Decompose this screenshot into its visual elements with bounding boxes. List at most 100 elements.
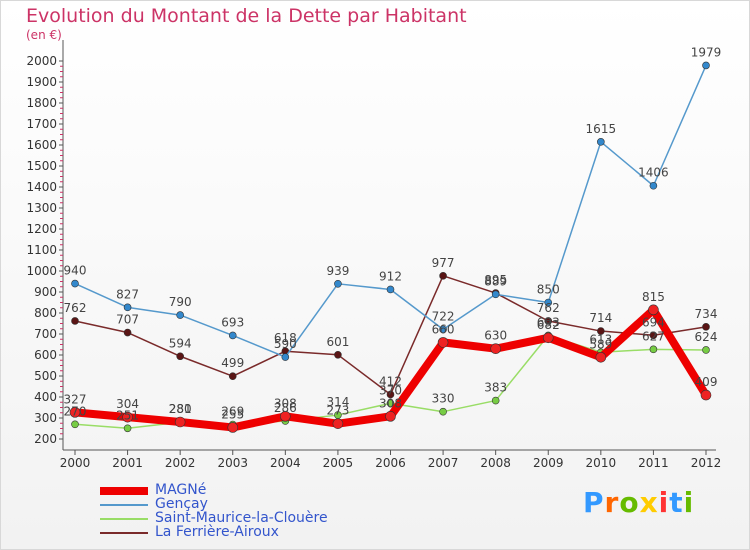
- data-point: [71, 317, 79, 325]
- data-label: 1615: [586, 122, 617, 136]
- data-label: 304: [116, 397, 139, 411]
- data-label: 889: [484, 274, 507, 288]
- data-label: 815: [642, 290, 665, 304]
- data-label: 327: [64, 392, 87, 406]
- data-label: 412: [379, 374, 402, 388]
- data-label: 499: [221, 356, 244, 370]
- logo-letter: i: [683, 486, 695, 519]
- y-tick-label: 1900: [26, 75, 57, 89]
- legend-swatch: [100, 504, 148, 506]
- data-point: [385, 411, 396, 422]
- x-tick-label: 2007: [428, 456, 459, 470]
- data-label: 618: [274, 331, 297, 345]
- y-tick-label: 1800: [26, 96, 57, 110]
- x-tick-label: 2001: [112, 456, 143, 470]
- x-tick-label: 2002: [165, 456, 196, 470]
- logo-letter: o: [619, 486, 640, 519]
- data-label: 762: [537, 301, 560, 315]
- data-point: [649, 345, 658, 354]
- y-tick-label: 900: [34, 285, 57, 299]
- data-label: 330: [432, 392, 455, 406]
- data-point: [176, 311, 184, 319]
- data-point: [228, 331, 237, 340]
- data-point: [123, 424, 132, 433]
- data-point: [490, 343, 501, 355]
- data-label: 850: [537, 283, 560, 297]
- logo-letter: P: [583, 486, 605, 519]
- data-label: 895: [484, 273, 507, 287]
- data-label: 624: [695, 330, 718, 344]
- x-tick-label: 2004: [270, 456, 301, 470]
- legend-label: La Ferrière-Airoux: [155, 524, 279, 540]
- data-label: 590: [274, 337, 297, 351]
- y-tick-label: 1200: [26, 222, 57, 236]
- x-tick-label: 2010: [586, 456, 617, 470]
- x-tick-label: 2000: [60, 456, 91, 470]
- data-point: [386, 390, 395, 399]
- data-label: 370: [379, 383, 402, 397]
- data-label: 286: [274, 401, 297, 415]
- legend-label: MAGNé: [155, 482, 207, 498]
- y-tick-label: 2000: [26, 54, 57, 68]
- data-label: 693: [537, 315, 560, 329]
- y-tick-label: 1400: [26, 180, 57, 194]
- data-point: [702, 346, 710, 354]
- data-point: [439, 325, 447, 334]
- chart-title: Evolution du Montant de la Dette par Hab…: [26, 5, 467, 27]
- data-label: 714: [589, 311, 612, 325]
- data-point: [702, 323, 710, 331]
- data-label: 977: [432, 256, 455, 270]
- data-point: [280, 411, 291, 422]
- data-point: [702, 61, 710, 70]
- data-point: [544, 317, 553, 325]
- x-tick-label: 2012: [691, 456, 722, 470]
- data-point: [334, 280, 342, 288]
- data-label: 1406: [638, 166, 669, 180]
- proxiti-logo: Proxiti: [583, 486, 694, 519]
- data-point: [123, 328, 132, 337]
- axes: 200 300 400 500 600 700 800 900 1000 1100 1200 1300…: [26, 40, 721, 470]
- legend-swatch: [100, 532, 148, 534]
- data-label: 308: [379, 396, 402, 410]
- data-label: 251: [116, 408, 139, 422]
- data-label: 314: [326, 395, 349, 409]
- data-label: 280: [169, 402, 192, 416]
- data-point: [228, 372, 237, 381]
- logo-letter: x: [639, 486, 659, 519]
- y-tick-label: 800: [34, 306, 57, 320]
- y-tick-label: 500: [34, 369, 57, 383]
- x-tick-label: 2006: [375, 456, 406, 470]
- data-label: 308: [274, 396, 297, 410]
- y-tick-label: 1700: [26, 117, 57, 131]
- data-label: 409: [695, 375, 718, 389]
- data-label: 601: [326, 335, 349, 349]
- y-tick-label: 700: [34, 327, 57, 341]
- data-label: 589: [589, 337, 612, 351]
- data-label: 281: [169, 402, 192, 416]
- logo-letter: i: [658, 486, 670, 519]
- data-point: [648, 304, 659, 316]
- data-label: 255: [221, 407, 244, 421]
- data-label: 734: [695, 307, 718, 321]
- y-tick-label: 600: [34, 348, 57, 362]
- x-tick-label: 2011: [638, 456, 669, 470]
- data-point: [700, 389, 712, 401]
- data-point: [71, 279, 79, 288]
- logo-letter: t: [669, 486, 684, 519]
- data-point: [595, 352, 607, 363]
- y-tick-label: 1300: [26, 201, 57, 215]
- x-tick-label: 2009: [533, 456, 564, 470]
- value-labels: 762 707 594 499 618 601 412 977 895 762 714 694 734 2…: [64, 45, 722, 422]
- x-tick-label: 2008: [480, 456, 511, 470]
- data-label: 630: [484, 329, 507, 343]
- data-point: [281, 353, 290, 361]
- data-point: [176, 352, 184, 361]
- data-point: [597, 327, 605, 335]
- data-label: 383: [484, 381, 507, 395]
- legend-swatch: [100, 518, 148, 520]
- data-point: [123, 303, 132, 312]
- y-tick-label: 400: [34, 390, 57, 404]
- data-point: [542, 332, 554, 344]
